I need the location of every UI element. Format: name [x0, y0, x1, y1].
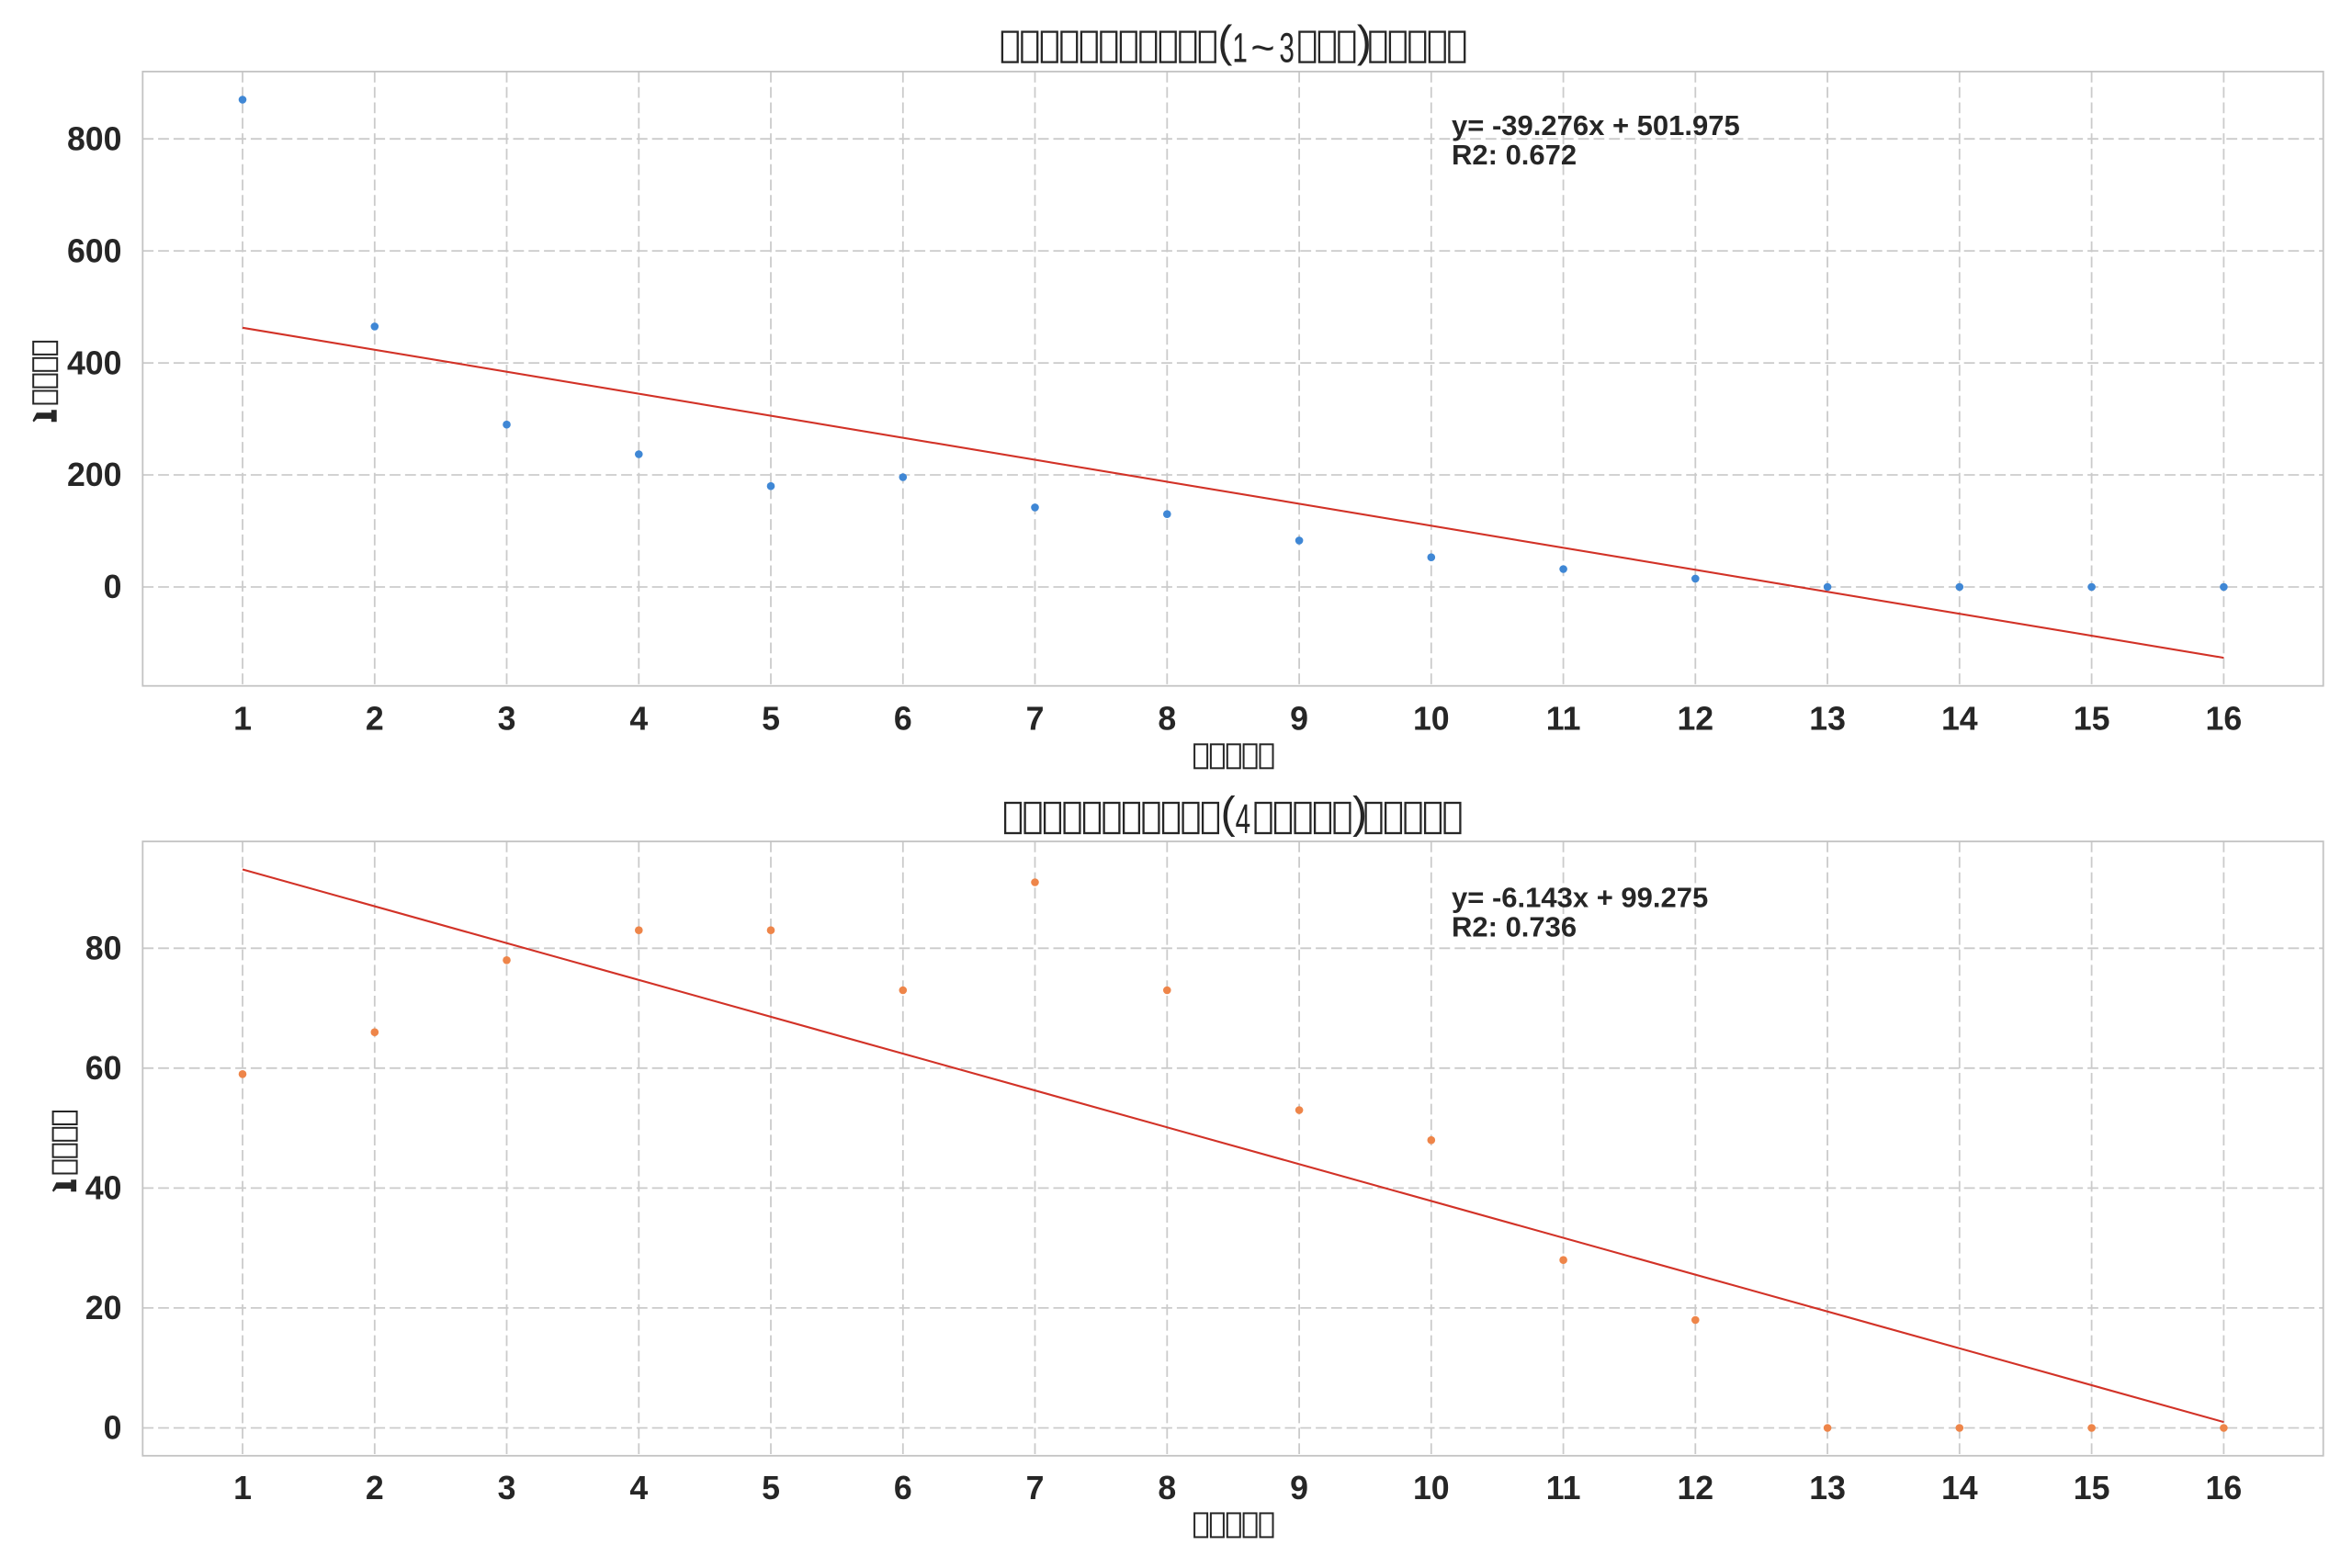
svg-text:y= -6.143x + 99.275: y= -6.143x + 99.275 — [1452, 881, 1708, 913]
svg-text:8: 8 — [1158, 701, 1176, 738]
svg-text:40: 40 — [85, 1170, 122, 1207]
svg-text:0: 0 — [104, 1410, 122, 1447]
svg-text:200: 200 — [67, 457, 122, 493]
svg-text:80: 80 — [85, 931, 122, 967]
svg-text:4: 4 — [629, 701, 648, 738]
svg-text:4: 4 — [629, 1470, 648, 1506]
svg-text:7: 7 — [1026, 701, 1045, 738]
svg-text:5: 5 — [762, 1470, 780, 1506]
svg-text:): ) — [1357, 18, 1372, 67]
svg-text:16: 16 — [2206, 1470, 2243, 1506]
svg-text:13: 13 — [1809, 1470, 1846, 1506]
svg-text:7: 7 — [1026, 1470, 1045, 1506]
svg-text:13: 13 — [1809, 701, 1846, 738]
svg-text:14: 14 — [1941, 701, 1978, 738]
svg-text:9: 9 — [1290, 701, 1308, 738]
svg-text:6: 6 — [894, 1470, 912, 1506]
svg-text:6: 6 — [894, 701, 912, 738]
svg-text:2: 2 — [366, 1470, 384, 1506]
svg-text:400: 400 — [67, 344, 122, 381]
svg-text:11: 11 — [1546, 1470, 1581, 1506]
svg-text:2: 2 — [366, 701, 384, 738]
svg-text:1: 1 — [1232, 25, 1248, 72]
svg-text:60: 60 — [85, 1050, 122, 1087]
svg-text:11: 11 — [1546, 701, 1581, 738]
svg-text:14: 14 — [1941, 1470, 1978, 1506]
svg-text:(: ( — [1217, 18, 1232, 67]
svg-text:R2: 0.736: R2: 0.736 — [1452, 910, 1577, 942]
svg-text:12: 12 — [1677, 701, 1713, 738]
svg-text:8: 8 — [1158, 1470, 1176, 1506]
svg-text:3: 3 — [498, 1470, 516, 1506]
svg-text:9: 9 — [1290, 1470, 1308, 1506]
svg-text:600: 600 — [67, 232, 122, 269]
svg-text:800: 800 — [67, 120, 122, 157]
svg-text:0: 0 — [104, 569, 122, 605]
svg-text:15: 15 — [2074, 701, 2110, 738]
svg-text:20: 20 — [85, 1290, 122, 1326]
svg-text:10: 10 — [1413, 1470, 1450, 1506]
svg-text:16: 16 — [2206, 701, 2243, 738]
svg-text:10: 10 — [1413, 701, 1450, 738]
svg-text:1: 1 — [233, 701, 252, 738]
svg-text:~: ~ — [1250, 25, 1274, 72]
svg-text:4: 4 — [1236, 795, 1251, 842]
svg-text:): ) — [1352, 789, 1367, 838]
svg-text:1: 1 — [233, 1470, 252, 1506]
svg-text:y= -39.276x + 501.975: y= -39.276x + 501.975 — [1452, 109, 1740, 141]
svg-text:(: ( — [1221, 789, 1236, 838]
svg-text:15: 15 — [2074, 1470, 2110, 1506]
svg-text:R2: 0.672: R2: 0.672 — [1452, 139, 1577, 171]
svg-text:3: 3 — [1279, 25, 1295, 72]
svg-text:5: 5 — [762, 701, 780, 738]
svg-text:3: 3 — [498, 701, 516, 738]
svg-text:12: 12 — [1677, 1470, 1713, 1506]
